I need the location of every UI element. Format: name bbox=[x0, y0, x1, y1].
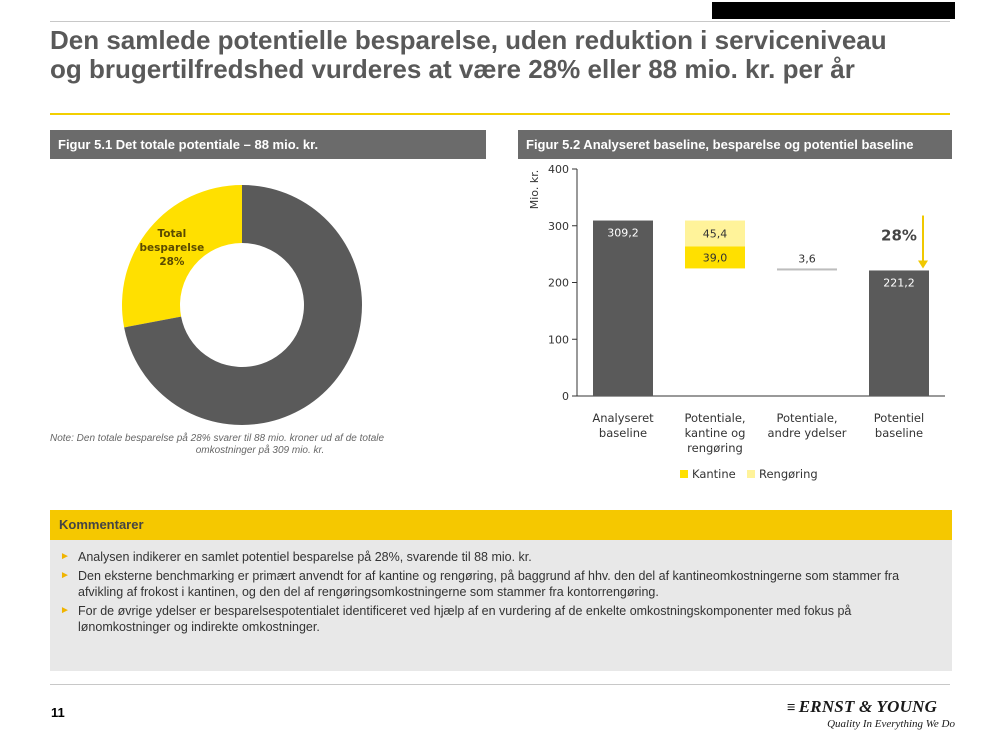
comment-item: ► For de øvrige ydelser er besparelsespot… bbox=[60, 603, 940, 635]
page-title: Den samlede potentielle besparelse, uden… bbox=[50, 26, 950, 84]
pie-slice-label: Total bbox=[158, 228, 187, 240]
bar bbox=[685, 246, 745, 269]
bullet-icon: ► bbox=[60, 551, 70, 562]
x-category-label: baseline bbox=[599, 426, 647, 440]
x-category-label: Potentiale, bbox=[684, 411, 745, 425]
comments-list: ► Analysen indikerer en samlet potentiel … bbox=[60, 549, 940, 635]
figure2-heading: Figur 5.2 Analyseret baseline, besparels… bbox=[518, 130, 952, 159]
annotation-label: 28% bbox=[881, 227, 917, 245]
comments-heading: Kommentarer bbox=[50, 510, 952, 540]
comments-box: ► Analysen indikerer en samlet potentiel … bbox=[50, 540, 952, 671]
y-axis-label: Mio. kr. bbox=[528, 170, 541, 209]
x-category-label: andre ydelser bbox=[767, 426, 846, 440]
comment-text: Den eksterne benchmarking er primært anv… bbox=[78, 569, 900, 599]
legend-label: Kantine bbox=[692, 467, 736, 481]
bar-value-label: 39,0 bbox=[703, 251, 728, 264]
pie-slice bbox=[121, 185, 242, 328]
title-divider bbox=[50, 113, 950, 115]
legend-label: Rengøring bbox=[759, 467, 818, 481]
bullet-icon: ► bbox=[60, 570, 70, 581]
figure1-heading: Figur 5.1 Det totale potentiale – 88 mio… bbox=[50, 130, 486, 159]
comment-item: ► Analysen indikerer en samlet potentiel … bbox=[60, 549, 940, 565]
x-category-label: baseline bbox=[875, 426, 923, 440]
y-tick-label: 400 bbox=[548, 163, 569, 176]
comment-text: For de øvrige ydelser er besparelsespote… bbox=[78, 604, 852, 634]
legend-swatch bbox=[747, 470, 755, 478]
top-divider bbox=[50, 21, 950, 22]
y-tick-label: 100 bbox=[548, 333, 569, 346]
x-category-label: Analyseret bbox=[592, 411, 654, 425]
title-line-1: Den samlede potentielle besparelse, uden… bbox=[50, 25, 887, 55]
bullet-icon: ► bbox=[60, 605, 70, 616]
comment-item: ► Den eksterne benchmarking er primært an… bbox=[60, 568, 940, 600]
figure1-note: Note: Den totale besparelse på 28% svare… bbox=[50, 433, 470, 457]
x-category-label: kantine og bbox=[685, 426, 746, 440]
annotation-arrow-icon bbox=[918, 260, 928, 269]
bar-value-label: 3,6 bbox=[798, 252, 816, 265]
comment-text: Analysen indikerer en samlet potentiel b… bbox=[78, 550, 532, 564]
y-tick-label: 200 bbox=[548, 277, 569, 290]
pie-slice-label: besparelse bbox=[140, 242, 205, 254]
ey-logo: ≡ ERNST & YOUNG Quality In Everything We … bbox=[787, 697, 955, 730]
page-number: 11 bbox=[51, 705, 65, 720]
bar-value-label: 45,4 bbox=[703, 227, 728, 240]
redaction-bar bbox=[712, 2, 955, 19]
note-line-2: omkostninger på 309 mio. kr. bbox=[195, 445, 325, 456]
bar-value-label: 309,2 bbox=[607, 227, 639, 240]
x-category-label: Potentiale, bbox=[776, 411, 837, 425]
bar bbox=[869, 270, 929, 396]
title-line-2: og brugertilfredshed vurderes at være 28… bbox=[50, 54, 855, 84]
y-tick-label: 0 bbox=[562, 390, 569, 403]
x-category-label: rengøring bbox=[687, 441, 743, 455]
pie-slice bbox=[124, 185, 362, 425]
bar bbox=[777, 268, 837, 271]
footer-divider bbox=[50, 684, 950, 685]
logo-text: ERNST & YOUNG bbox=[798, 697, 938, 716]
x-category-label: Potentiel bbox=[874, 411, 924, 425]
legend-swatch bbox=[680, 470, 688, 478]
bar bbox=[685, 220, 745, 247]
logo-wordmark: ≡ ERNST & YOUNG bbox=[787, 697, 955, 717]
bar bbox=[593, 220, 653, 396]
note-line-1: Note: Den totale besparelse på 28% svare… bbox=[50, 433, 385, 444]
ey-logo-icon: ≡ bbox=[787, 700, 796, 716]
pie-slice-label: 28% bbox=[159, 256, 185, 268]
bar-value-label: 221,2 bbox=[883, 276, 915, 289]
logo-tagline: Quality In Everything We Do bbox=[827, 718, 955, 730]
y-tick-label: 300 bbox=[548, 220, 569, 233]
